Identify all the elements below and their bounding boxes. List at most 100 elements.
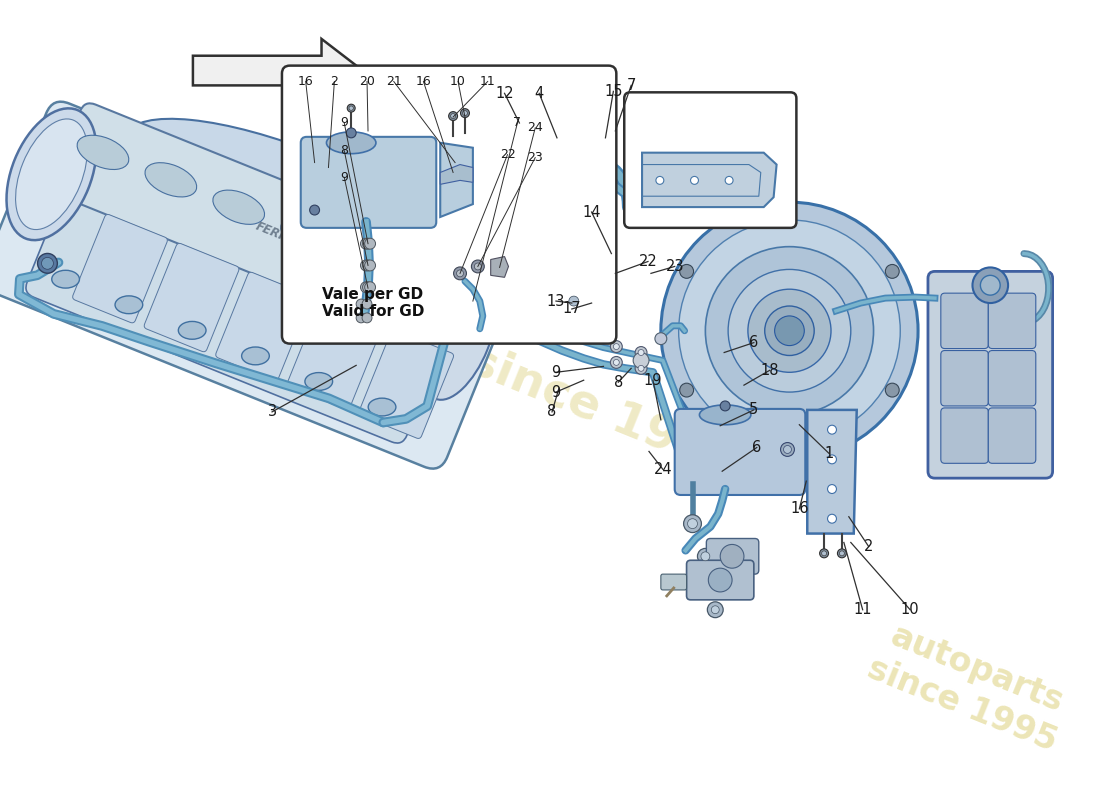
Ellipse shape: [124, 119, 475, 292]
Polygon shape: [440, 165, 473, 184]
Circle shape: [661, 202, 918, 459]
Circle shape: [452, 259, 471, 278]
Text: 24: 24: [653, 462, 672, 477]
Text: 19: 19: [644, 373, 662, 388]
Circle shape: [365, 282, 375, 293]
FancyBboxPatch shape: [988, 293, 1036, 349]
Circle shape: [356, 313, 366, 323]
Polygon shape: [491, 257, 508, 278]
Text: 9: 9: [551, 365, 561, 380]
Text: 1: 1: [824, 446, 834, 461]
Circle shape: [886, 383, 899, 397]
Text: 24: 24: [527, 122, 543, 134]
Text: 23: 23: [666, 259, 684, 274]
Text: 11: 11: [854, 602, 872, 618]
Circle shape: [569, 296, 579, 306]
Text: 9: 9: [340, 117, 349, 130]
Circle shape: [610, 341, 623, 353]
Ellipse shape: [116, 296, 143, 314]
Circle shape: [720, 401, 730, 411]
Circle shape: [980, 275, 1000, 295]
FancyBboxPatch shape: [0, 102, 513, 469]
FancyBboxPatch shape: [51, 103, 488, 352]
Circle shape: [827, 514, 836, 523]
Circle shape: [820, 549, 828, 558]
Circle shape: [635, 346, 647, 358]
Circle shape: [728, 270, 850, 392]
Circle shape: [638, 350, 644, 355]
Text: 20: 20: [359, 75, 375, 88]
Ellipse shape: [242, 347, 270, 365]
Circle shape: [688, 518, 697, 529]
FancyBboxPatch shape: [216, 272, 310, 381]
Ellipse shape: [7, 108, 97, 240]
Circle shape: [614, 359, 619, 366]
Ellipse shape: [15, 119, 87, 230]
Circle shape: [349, 106, 353, 110]
Text: 16: 16: [790, 502, 808, 516]
FancyBboxPatch shape: [988, 408, 1036, 463]
Circle shape: [474, 263, 482, 270]
Text: 13: 13: [547, 294, 565, 309]
FancyBboxPatch shape: [940, 408, 988, 463]
Ellipse shape: [368, 398, 396, 416]
FancyBboxPatch shape: [661, 574, 686, 590]
Circle shape: [361, 238, 372, 249]
Circle shape: [638, 366, 644, 371]
Circle shape: [701, 552, 710, 561]
Circle shape: [972, 267, 1008, 303]
Circle shape: [634, 353, 649, 368]
Text: 23: 23: [527, 151, 543, 164]
Text: 8: 8: [548, 404, 557, 419]
Circle shape: [449, 112, 458, 121]
FancyBboxPatch shape: [674, 409, 805, 495]
Text: 8: 8: [614, 374, 623, 390]
Text: 16: 16: [298, 75, 314, 88]
FancyBboxPatch shape: [282, 66, 616, 344]
Text: 9: 9: [340, 171, 349, 184]
Circle shape: [614, 344, 619, 350]
Ellipse shape: [417, 272, 469, 306]
FancyBboxPatch shape: [300, 137, 437, 228]
Circle shape: [822, 551, 826, 556]
Text: 16: 16: [416, 75, 431, 88]
Text: 7: 7: [514, 117, 521, 130]
Polygon shape: [440, 142, 473, 217]
Text: 10: 10: [450, 75, 466, 88]
Text: 2: 2: [864, 539, 873, 554]
Polygon shape: [642, 153, 777, 207]
Text: 14: 14: [582, 205, 601, 219]
Circle shape: [781, 442, 794, 456]
Text: 4: 4: [535, 86, 543, 101]
Ellipse shape: [145, 162, 197, 197]
Ellipse shape: [52, 270, 79, 288]
Circle shape: [783, 446, 791, 454]
Circle shape: [748, 289, 830, 372]
Circle shape: [707, 602, 723, 618]
Text: 21: 21: [386, 75, 402, 88]
Text: 6: 6: [749, 335, 759, 350]
Polygon shape: [192, 39, 364, 105]
Ellipse shape: [327, 132, 376, 154]
Text: 3: 3: [267, 404, 276, 419]
FancyBboxPatch shape: [706, 538, 759, 574]
Circle shape: [472, 260, 484, 273]
Circle shape: [697, 548, 713, 564]
Ellipse shape: [77, 135, 129, 170]
Circle shape: [526, 190, 542, 206]
FancyBboxPatch shape: [928, 271, 1053, 478]
Circle shape: [361, 282, 372, 293]
Ellipse shape: [213, 190, 264, 224]
FancyBboxPatch shape: [144, 243, 239, 352]
Circle shape: [827, 485, 836, 494]
Circle shape: [680, 265, 694, 278]
Circle shape: [462, 110, 468, 115]
Ellipse shape: [305, 373, 332, 390]
FancyBboxPatch shape: [988, 350, 1036, 406]
FancyBboxPatch shape: [940, 350, 988, 406]
Circle shape: [886, 265, 899, 278]
FancyBboxPatch shape: [586, 292, 608, 308]
Circle shape: [356, 299, 366, 309]
Text: 18: 18: [760, 363, 779, 378]
FancyBboxPatch shape: [26, 182, 446, 443]
